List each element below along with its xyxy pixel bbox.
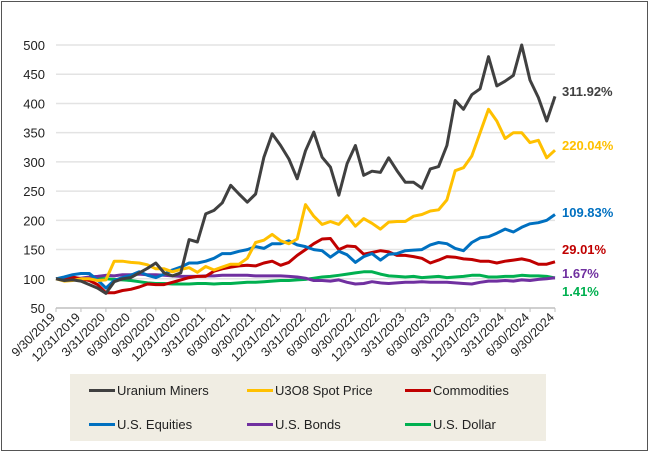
end-value-label: 311.92% [562,84,613,99]
y-tick-label: 200 [23,213,45,228]
legend-label: U.S. Dollar [433,417,496,432]
legend-item: U.S. Dollar [405,417,496,432]
end-value-label: 1.41% [562,284,599,299]
legend: Uranium Miners U3O8 Spot Price Commodities… [70,374,546,441]
legend-swatch [247,423,273,426]
legend-item: U.S. Bonds [247,417,341,432]
y-tick-label: 150 [23,243,45,258]
end-value-label: 109.83% [562,205,614,220]
y-tick-label: 250 [23,184,45,199]
legend-swatch [247,389,273,392]
legend-label: U.S. Equities [117,417,193,432]
legend-swatch [405,423,431,426]
end-value-label: 1.67% [562,266,599,281]
legend-label: Uranium Miners [117,383,209,398]
end-value-label: 220.04% [562,138,614,153]
legend-label: U3O8 Spot Price [275,383,373,398]
legend-swatch [89,423,115,426]
series-line-u3o8-spot-price [55,107,557,283]
legend-swatch [405,389,431,392]
y-tick-label: 350 [23,126,45,141]
y-tick-label: 500 [23,38,45,53]
y-tick-label: 450 [23,67,45,82]
series-line-commodities [55,237,556,295]
end-value-label: 29.01% [562,242,607,257]
y-tick-label: 100 [23,272,45,287]
legend-item: Commodities [405,383,509,398]
legend-label: Commodities [433,383,509,398]
legend-swatch [89,389,115,392]
y-tick-label: 50 [31,301,45,316]
legend-item: U3O8 Spot Price [247,383,373,398]
legend-item: U.S. Equities [89,417,192,432]
y-tick-label: 400 [23,96,45,111]
legend-label: U.S. Bonds [275,417,341,432]
legend-item: Uranium Miners [89,383,209,398]
y-tick-label: 300 [23,155,45,170]
series-line-uranium-miners [55,43,557,295]
